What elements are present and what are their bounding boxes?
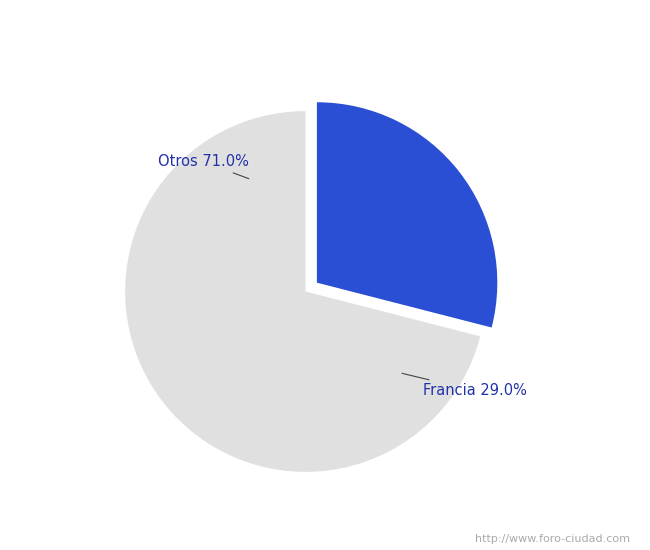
Text: Francia 29.0%: Francia 29.0%	[402, 373, 526, 398]
Text: Siles - Turistas extranjeros según país - Agosto de 2024: Siles - Turistas extranjeros según país …	[83, 20, 567, 38]
Text: Otros 71.0%: Otros 71.0%	[157, 154, 249, 179]
Text: http://www.foro-ciudad.com: http://www.foro-ciudad.com	[476, 535, 630, 544]
Wedge shape	[317, 102, 497, 327]
Wedge shape	[125, 111, 480, 472]
